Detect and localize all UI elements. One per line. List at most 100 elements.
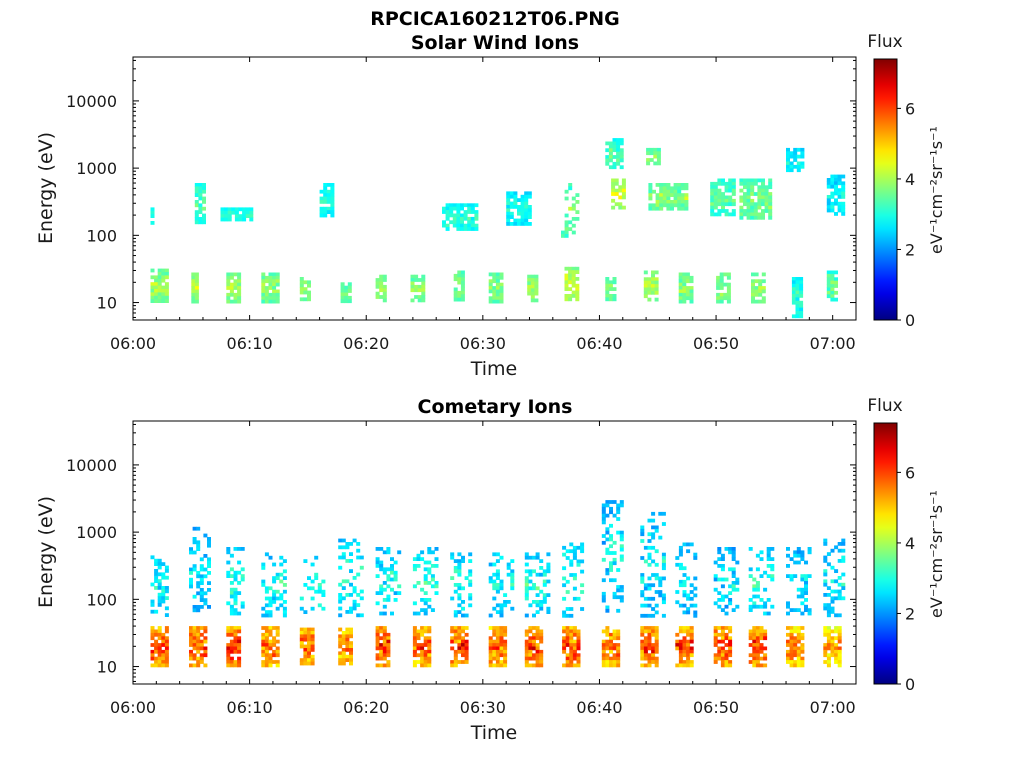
heatmap-cell xyxy=(640,590,645,594)
heatmap-cell xyxy=(689,632,694,637)
heatmap-cell xyxy=(647,287,652,292)
heatmap-cell xyxy=(682,289,687,294)
heatmap-cell xyxy=(768,198,773,203)
heatmap-cell xyxy=(268,639,273,644)
heatmap-cell xyxy=(196,626,201,630)
heatmap-cell xyxy=(303,637,308,642)
heatmap-cell xyxy=(226,272,231,277)
heatmap-cell xyxy=(356,613,361,618)
heatmap-cell xyxy=(799,287,804,291)
heatmap-cell xyxy=(345,658,350,662)
heatmap-cell xyxy=(647,583,652,588)
heatmap-cell xyxy=(430,608,435,612)
heatmap-cell xyxy=(616,663,621,668)
heatmap-cell xyxy=(748,567,753,572)
heatmap-cell xyxy=(717,181,722,186)
heatmap-cell xyxy=(677,203,682,208)
heatmap-cell xyxy=(569,656,574,661)
heatmap-cell xyxy=(761,299,766,304)
heatmap-cell xyxy=(601,540,606,545)
heatmap-cell xyxy=(150,268,155,273)
heatmap-cell xyxy=(616,517,621,521)
heatmap-cell xyxy=(611,181,616,186)
heatmap-cell xyxy=(766,598,771,602)
heatmap-cell xyxy=(430,564,435,568)
heatmap-cell xyxy=(352,538,357,543)
heatmap-cell xyxy=(527,288,532,293)
heatmap-cell xyxy=(264,296,269,301)
heatmap-cell xyxy=(830,181,835,186)
heatmap-cell xyxy=(678,643,683,647)
heatmap-cell xyxy=(299,606,304,611)
heatmap-cell xyxy=(647,539,652,543)
heatmap-cell xyxy=(576,636,581,641)
heatmap-cell xyxy=(837,626,842,630)
heatmap-cell xyxy=(198,220,203,225)
heatmap-cell xyxy=(569,613,574,618)
heatmap-cell xyxy=(524,208,529,213)
heatmap-cell xyxy=(207,588,211,592)
heatmap-cell xyxy=(653,154,658,159)
heatmap-cell xyxy=(682,282,687,287)
heatmap-cell xyxy=(601,643,606,647)
heatmap-cell xyxy=(649,158,654,162)
heatmap-cell xyxy=(753,212,758,217)
heatmap-cell xyxy=(474,227,479,231)
heatmap-cell xyxy=(682,579,687,584)
heatmap-cell xyxy=(499,639,504,644)
heatmap-cell xyxy=(612,629,617,634)
heatmap-cell xyxy=(492,629,497,634)
heatmap-cell xyxy=(728,181,733,186)
heatmap-cell xyxy=(237,279,242,284)
heatmap-cell xyxy=(499,646,504,651)
heatmap-cell xyxy=(720,639,725,644)
heatmap-cell xyxy=(609,636,613,641)
heatmap-cell xyxy=(739,215,744,220)
heatmap-cell xyxy=(202,213,206,218)
heatmap-cell xyxy=(457,552,462,557)
heatmap-cell xyxy=(720,629,725,634)
heatmap-cell xyxy=(757,205,762,210)
heatmap-cell xyxy=(238,217,243,222)
heatmap-cell xyxy=(569,542,574,547)
heatmap-cell xyxy=(710,198,715,203)
heatmap-cell xyxy=(157,643,162,647)
heatmap-cell xyxy=(530,284,535,289)
heatmap-cell xyxy=(621,195,626,200)
heatmap-cell xyxy=(571,230,576,235)
heatmap-cell xyxy=(164,299,169,303)
heatmap-cell xyxy=(670,186,674,191)
heatmap-cell xyxy=(616,148,621,153)
heatmap-cell xyxy=(340,289,345,293)
heatmap-cell xyxy=(837,632,842,637)
heatmap-cell xyxy=(791,294,796,298)
heatmap-cell xyxy=(580,590,585,594)
heatmap-cell xyxy=(272,596,277,601)
heatmap-cell xyxy=(382,550,387,555)
heatmap-cell xyxy=(768,181,773,186)
heatmap-cell xyxy=(199,557,204,562)
heatmap-cell xyxy=(757,185,762,190)
heatmap-cell xyxy=(680,203,685,208)
heatmap-cell xyxy=(445,206,450,211)
heatmap-cell xyxy=(654,525,659,530)
heatmap-cell xyxy=(503,643,508,647)
heatmap-cell xyxy=(720,653,725,658)
heatmap-cell xyxy=(731,550,736,555)
heatmap-cell xyxy=(565,556,570,560)
heatmap-cell xyxy=(614,178,619,183)
heatmap-cell xyxy=(229,660,234,664)
heatmap-cell xyxy=(726,289,731,294)
heatmap-cell xyxy=(793,629,798,634)
heatmap-cell xyxy=(710,212,715,217)
heatmap-cell xyxy=(268,275,273,280)
heatmap-cell xyxy=(427,550,432,555)
heatmap-cell xyxy=(264,603,269,608)
heatmap-cell xyxy=(203,663,208,668)
heatmap-cell xyxy=(662,189,667,194)
heatmap-cell xyxy=(261,639,266,644)
heatmap-cell xyxy=(677,196,682,201)
heatmap-cell xyxy=(410,284,415,289)
heatmap-cell xyxy=(412,626,417,630)
